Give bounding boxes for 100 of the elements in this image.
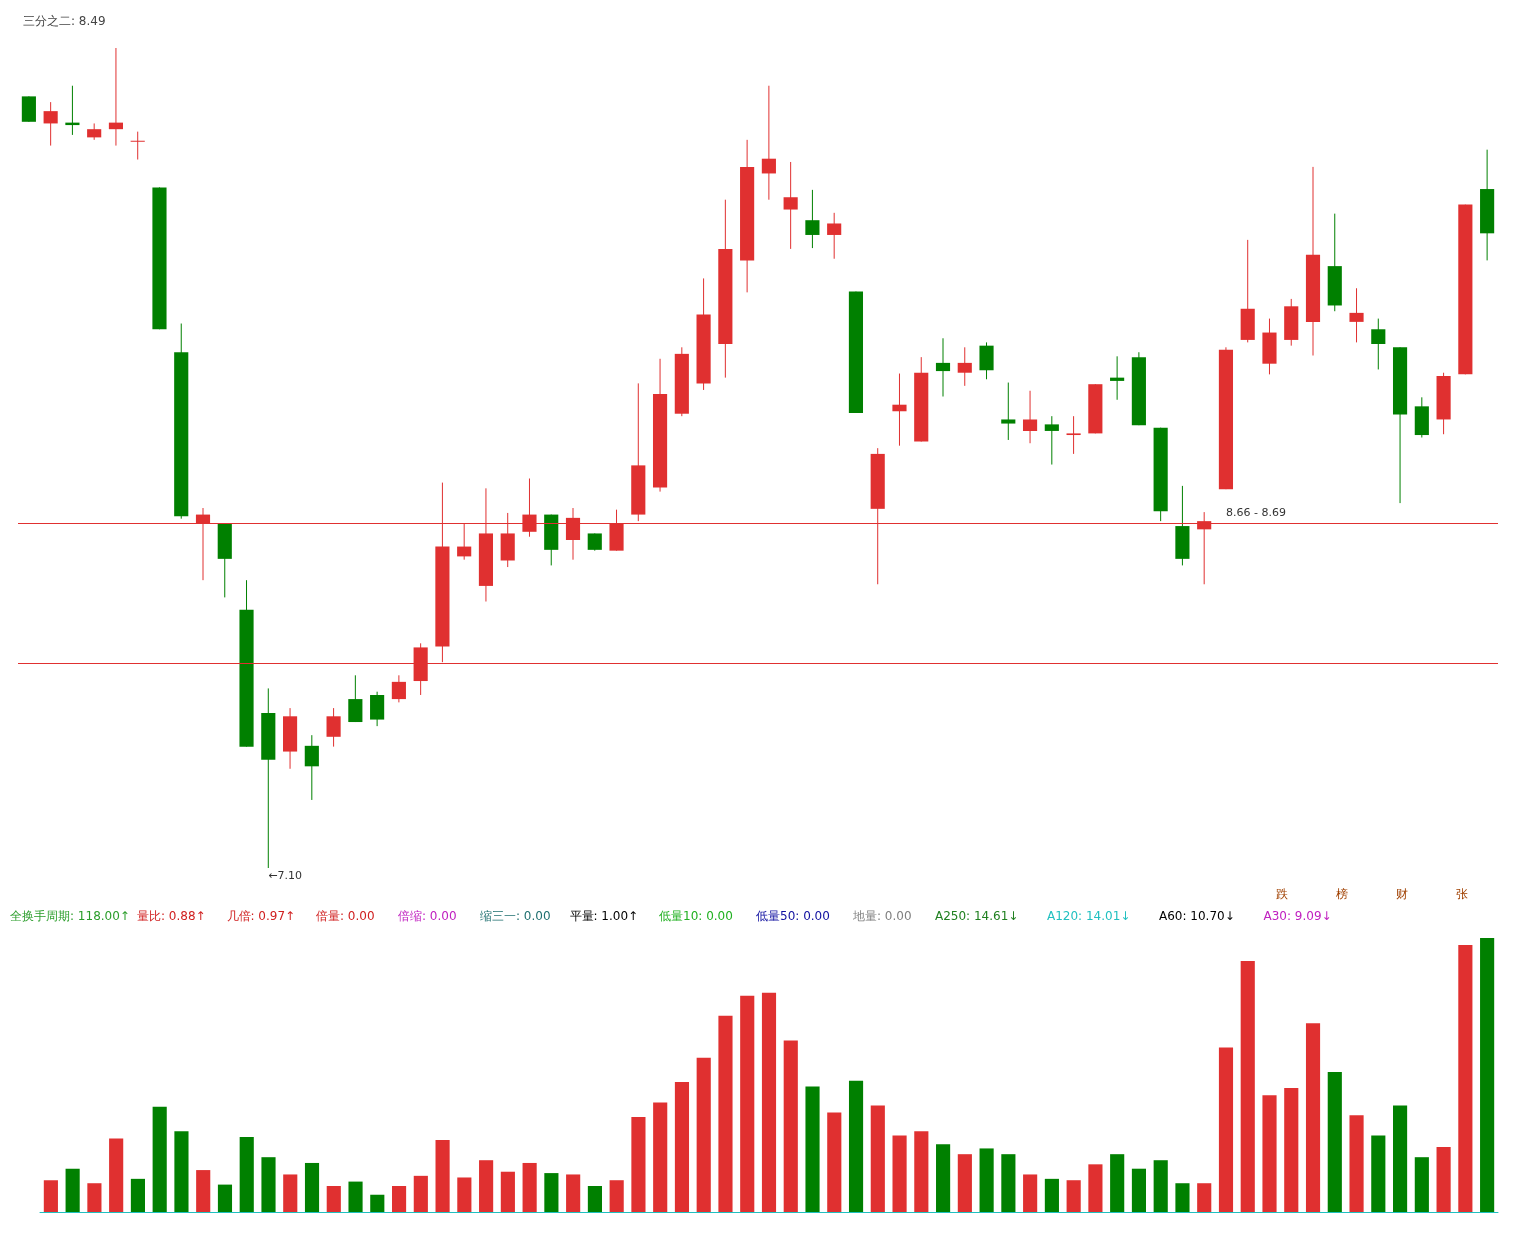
- bar: [283, 1174, 298, 1212]
- bar: [653, 1102, 668, 1212]
- bar: [370, 1194, 385, 1212]
- text: A250: 14.61↓: [935, 909, 1019, 923]
- bar: [914, 1131, 929, 1212]
- bar: [43, 1180, 58, 1212]
- candlestick: [1371, 318, 1386, 370]
- bar: [587, 1185, 602, 1212]
- bar: [805, 1086, 820, 1212]
- bar: [65, 1168, 80, 1212]
- chart-title: 三分之二: 8.49: [23, 14, 106, 28]
- bar: [522, 1162, 537, 1212]
- bar: [1110, 1154, 1125, 1212]
- bar: [827, 1112, 842, 1212]
- candlestick: [892, 373, 907, 447]
- text: A60: 10.70↓: [1159, 909, 1235, 923]
- text: 榜: [1336, 887, 1348, 901]
- bar: [566, 1174, 581, 1212]
- bar: [479, 1160, 494, 1212]
- bar: [1023, 1174, 1038, 1212]
- candlestick: [348, 674, 363, 723]
- bar: [936, 1144, 951, 1212]
- bar: [1436, 1147, 1451, 1212]
- candlestick: [805, 189, 820, 249]
- candlestick: [1001, 382, 1016, 441]
- bar: [718, 1015, 733, 1212]
- candlestick: [326, 707, 341, 748]
- text: 缩三一: 0.00: [480, 909, 551, 923]
- bar: [261, 1157, 276, 1212]
- bar: [1240, 961, 1255, 1212]
- bar: [239, 1136, 254, 1212]
- bar: [152, 1106, 167, 1212]
- bar: [1131, 1168, 1147, 1212]
- bar: [1414, 1157, 1429, 1212]
- bar: [1349, 1115, 1364, 1212]
- candlestick: [783, 161, 798, 250]
- bar: [609, 1180, 624, 1212]
- bar: [1153, 1160, 1168, 1212]
- candlestick: [391, 674, 406, 703]
- bar: [1371, 1135, 1386, 1212]
- bar: [783, 1040, 798, 1212]
- candlestick: [1349, 287, 1364, 343]
- bar: [1197, 1183, 1212, 1212]
- bar: [1218, 1047, 1234, 1212]
- bar: [1088, 1164, 1103, 1212]
- bar: [326, 1185, 341, 1212]
- bar: [196, 1170, 211, 1212]
- bar: [979, 1148, 994, 1212]
- bar: [1284, 1087, 1299, 1212]
- text: 倍缩: 0.00: [398, 909, 457, 923]
- bar: [1480, 938, 1495, 1212]
- bar: [457, 1177, 472, 1212]
- bar: [435, 1139, 450, 1212]
- candlestick: [1066, 415, 1081, 455]
- bar: [761, 992, 777, 1212]
- bar: [217, 1184, 233, 1212]
- text: 几倍: 0.97↑: [226, 909, 296, 923]
- bar: [87, 1183, 102, 1212]
- candlestick: [761, 85, 776, 201]
- bar: [631, 1116, 646, 1212]
- text: 跌: [1276, 887, 1288, 901]
- text: A30: 9.09↓: [1263, 909, 1332, 923]
- text: 低量50: 0.00: [756, 909, 830, 923]
- bar: [1262, 1095, 1277, 1212]
- bar: [174, 1131, 189, 1212]
- bar: [870, 1105, 885, 1212]
- text: 量比: 0.88↑: [137, 909, 206, 923]
- bar: [696, 1057, 711, 1212]
- bar: [348, 1181, 363, 1212]
- candlestick: [935, 337, 951, 397]
- text: ←7.10: [268, 869, 303, 882]
- bar: [1044, 1178, 1059, 1212]
- bar: [957, 1154, 972, 1212]
- bar: [1458, 945, 1473, 1212]
- candlestick: [130, 131, 145, 161]
- text: 地量: 0.00: [852, 909, 912, 923]
- bar: [130, 1178, 145, 1212]
- bar: [892, 1135, 907, 1212]
- annotation: 8.66 - 8.69: [1225, 506, 1286, 520]
- bar: [1175, 1183, 1190, 1212]
- text: 张: [1456, 887, 1468, 901]
- bar: [544, 1173, 559, 1212]
- bar: [1305, 1023, 1321, 1212]
- candlestick: [304, 734, 319, 801]
- text: 低量10: 0.00: [659, 909, 733, 923]
- bar: [674, 1082, 690, 1212]
- bar: [1327, 1071, 1342, 1212]
- text: 财: [1396, 887, 1408, 901]
- bar: [848, 1080, 864, 1212]
- candlestick: [1044, 415, 1059, 466]
- candlestick: [827, 212, 842, 260]
- bar: [740, 995, 755, 1212]
- candlestick: [108, 47, 124, 147]
- candlestick: [957, 346, 972, 387]
- bar: [391, 1185, 407, 1212]
- text: 全换手周期: 118.00↑: [10, 909, 130, 923]
- bar: [413, 1175, 428, 1212]
- bar: [109, 1138, 124, 1212]
- bar: [1001, 1154, 1016, 1212]
- candlestick: [1110, 355, 1125, 401]
